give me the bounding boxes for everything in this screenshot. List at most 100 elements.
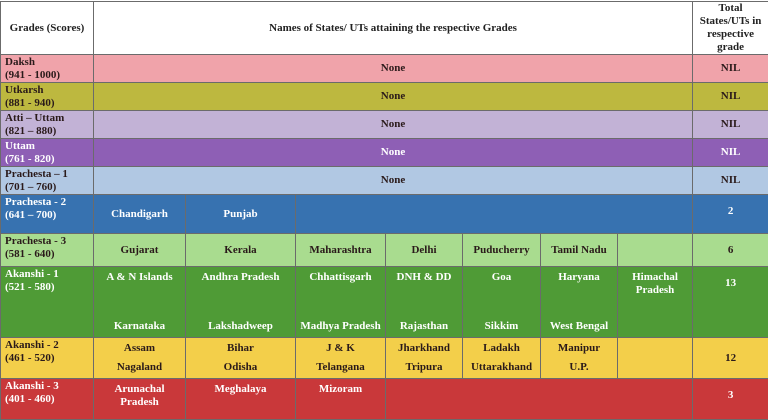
grade-range: (521 - 580) (5, 281, 90, 294)
grade-name: Prachesta - 3 (5, 235, 90, 248)
state-name: Delhi (411, 244, 436, 256)
grade-name: Daksh (5, 56, 90, 69)
grade-range: (401 - 460) (5, 393, 90, 406)
total-cell: 2 (693, 195, 768, 234)
none-cell: None (94, 167, 693, 195)
state-cell: Bihar Odisha (186, 338, 296, 379)
table-row: Akanshi - 1(521 - 580)A & N Islands Karna… (1, 267, 768, 338)
grade-range: (641 – 700) (5, 209, 90, 222)
grade-range: (881 - 940) (5, 97, 90, 110)
state-cell (618, 338, 693, 379)
state-name: Himachal Pradesh (632, 271, 678, 296)
state-name: Sikkim (466, 320, 537, 333)
grade-range: (821 – 880) (5, 125, 90, 138)
total-cell: NIL (693, 83, 768, 111)
state-cell: Tamil Nadu (541, 234, 618, 267)
grade-name: Prachesta - 2 (5, 196, 90, 209)
state-cell: Punjab (186, 195, 296, 234)
state-name: Arunachal Pradesh (114, 383, 164, 408)
header-grades: Grades (Scores) (1, 2, 94, 55)
state-name: Rajasthan (389, 320, 459, 333)
state-name: Goa (466, 271, 537, 284)
total-cell: NIL (693, 167, 768, 195)
state-name: Mizoram (319, 383, 362, 395)
header-names: Names of States/ UTs attaining the respe… (94, 2, 693, 55)
grade-cell: Akanshi - 1(521 - 580) (1, 267, 94, 338)
total-cell: NIL (693, 111, 768, 139)
state-cell: Kerala (186, 234, 296, 267)
none-cell: None (94, 111, 693, 139)
state-name: Bihar (189, 342, 292, 355)
state-name: Assam (97, 342, 182, 355)
grade-cell: Utkarsh(881 - 940) (1, 83, 94, 111)
grade-range: (461 - 520) (5, 352, 90, 365)
total-cell: NIL (693, 139, 768, 167)
grade-range: (761 - 820) (5, 153, 90, 166)
grade-cell: Prachesta – 1(701 – 760) (1, 167, 94, 195)
state-name: A & N Islands (97, 271, 182, 284)
total-cell: 13 (693, 267, 768, 338)
state-name: J & K (299, 342, 382, 355)
state-name: West Bengal (544, 320, 614, 333)
total-cell: NIL (693, 55, 768, 83)
grade-name: Uttam (5, 140, 90, 153)
state-name: Puducherry (473, 244, 529, 256)
state-cell: Chandigarh (94, 195, 186, 234)
state-name: Kerala (224, 244, 256, 256)
state-name: Andhra Pradesh (189, 271, 292, 284)
state-name: Chhattisgarh (299, 271, 382, 284)
state-name: Karnataka (97, 320, 182, 333)
state-name: Haryana (544, 271, 614, 284)
state-name: Punjab (223, 208, 257, 220)
table-row: Prachesta - 2(641 – 700) Chandigarh Punjab… (1, 195, 768, 234)
state-name: Maharashtra (309, 244, 371, 256)
state-name: U.P. (544, 361, 614, 374)
grade-name: Prachesta – 1 (5, 168, 90, 181)
grade-cell: Atti – Uttam(821 – 880) (1, 111, 94, 139)
state-name: Uttarakhand (466, 361, 537, 374)
grade-name: Akanshi - 2 (5, 339, 90, 352)
header-total: Total States/UTs in respective grade (693, 2, 768, 55)
empty-cell (386, 379, 693, 420)
state-cell: Himachal Pradesh (618, 267, 693, 338)
state-name: Odisha (189, 361, 292, 374)
state-cell: Arunachal Pradesh (94, 379, 186, 420)
none-cell: None (94, 55, 693, 83)
grade-range: (581 - 640) (5, 248, 90, 261)
state-cell (618, 234, 693, 267)
total-cell: 3 (693, 379, 768, 420)
state-name: Chandigarh (111, 208, 168, 220)
state-cell: Delhi (386, 234, 463, 267)
total-cell: 12 (693, 338, 768, 379)
state-name: Meghalaya (215, 383, 267, 395)
state-cell: Meghalaya (186, 379, 296, 420)
state-name: Madhya Pradesh (299, 320, 382, 333)
state-cell: Andhra Pradesh Lakshadweep (186, 267, 296, 338)
table-row: Prachesta - 3(581 - 640) Gujarat Kerala Mah… (1, 234, 768, 267)
grade-cell: Daksh(941 - 1000) (1, 55, 94, 83)
state-name: Lakshadweep (189, 320, 292, 333)
state-name: Ladakh (466, 342, 537, 355)
empty-cell (296, 195, 693, 234)
header-row: Grades (Scores) Names of States/ UTs att… (1, 2, 768, 55)
state-name: Tripura (389, 361, 459, 374)
none-cell: None (94, 83, 693, 111)
state-cell: Gujarat (94, 234, 186, 267)
grade-range: (701 – 760) (5, 181, 90, 194)
none-cell: None (94, 139, 693, 167)
grade-cell: Prachesta - 2(641 – 700) (1, 195, 94, 234)
state-cell: Puducherry (463, 234, 541, 267)
state-name: Tamil Nadu (551, 244, 607, 256)
state-cell: Mizoram (296, 379, 386, 420)
